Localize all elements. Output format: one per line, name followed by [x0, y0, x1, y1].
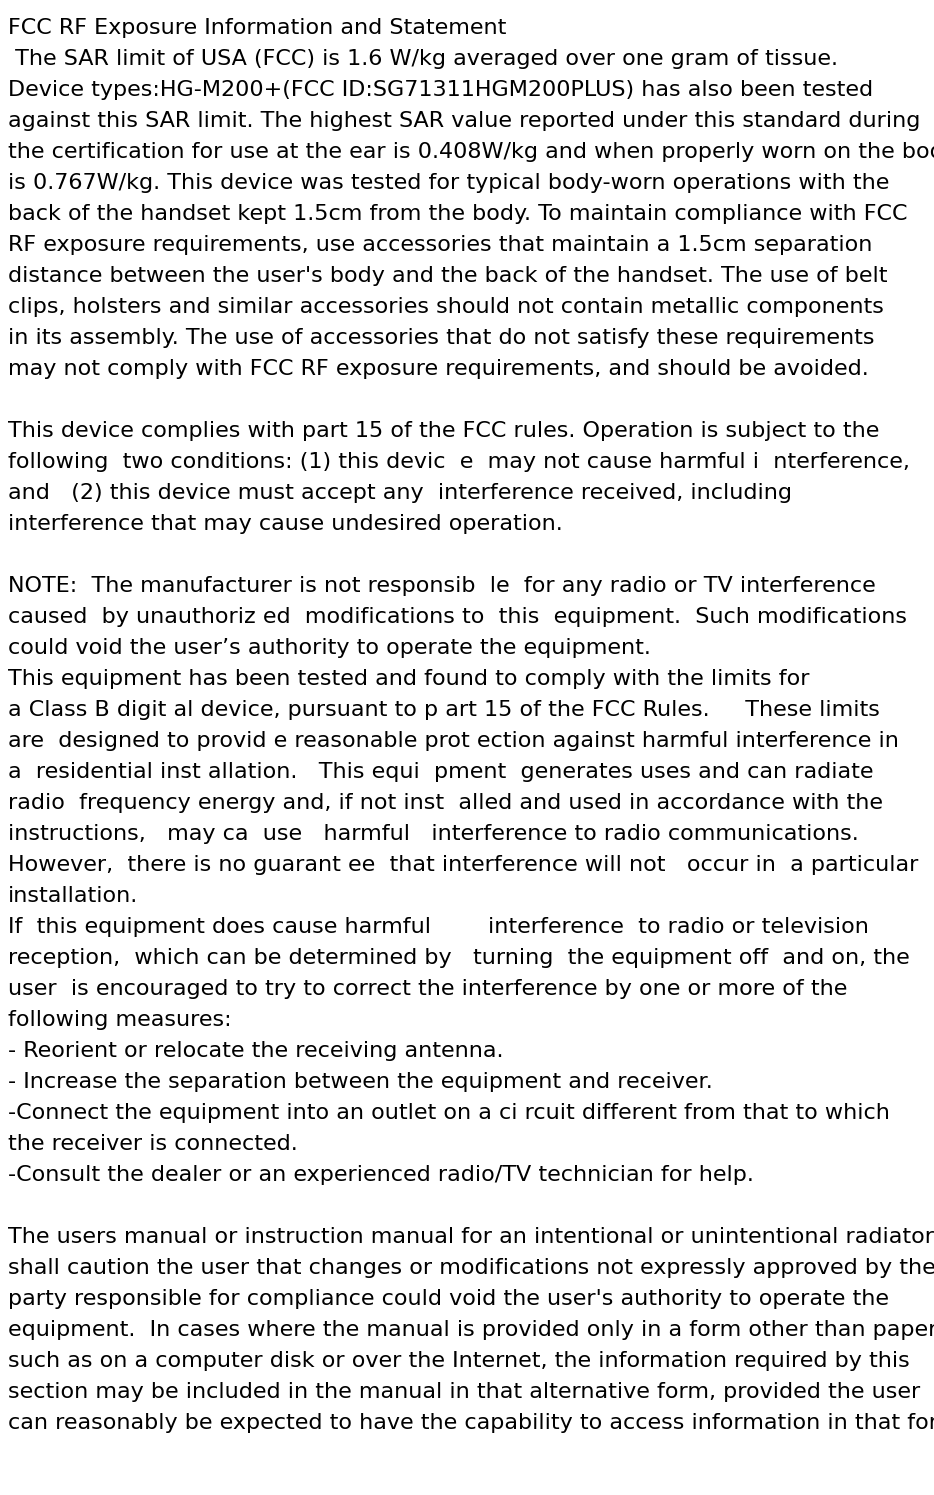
Text: This device complies with part 15 of the FCC rules. Operation is subject to the: This device complies with part 15 of the… [8, 422, 880, 441]
Text: could void the user’s authority to operate the equipment.: could void the user’s authority to opera… [8, 638, 651, 658]
Text: NOTE:  The manufacturer is not responsib  le  for any radio or TV interference: NOTE: The manufacturer is not responsib … [8, 576, 876, 597]
Text: section may be included in the manual in that alternative form, provided the use: section may be included in the manual in… [8, 1381, 920, 1402]
Text: following measures:: following measures: [8, 1011, 232, 1030]
Text: However,  there is no guarant ee  that interference will not   occur in  a parti: However, there is no guarant ee that int… [8, 855, 918, 875]
Text: radio  frequency energy and, if not inst  alled and used in accordance with the: radio frequency energy and, if not inst … [8, 792, 883, 813]
Text: The users manual or instruction manual for an intentional or unintentional radia: The users manual or instruction manual f… [8, 1227, 934, 1247]
Text: Device types:HG-M200+(FCC ID:SG71311HGM200PLUS) has also been tested: Device types:HG-M200+(FCC ID:SG71311HGM2… [8, 81, 873, 100]
Text: RF exposure requirements, use accessories that maintain a 1.5cm separation: RF exposure requirements, use accessorie… [8, 235, 872, 256]
Text: against this SAR limit. The highest SAR value reported under this standard durin: against this SAR limit. The highest SAR … [8, 111, 920, 132]
Text: back of the handset kept 1.5cm from the body. To maintain compliance with FCC: back of the handset kept 1.5cm from the … [8, 203, 908, 224]
Text: The SAR limit of USA (FCC) is 1.6 W/kg averaged over one gram of tissue.: The SAR limit of USA (FCC) is 1.6 W/kg a… [8, 49, 838, 69]
Text: and   (2) this device must accept any  interference received, including: and (2) this device must accept any inte… [8, 483, 792, 502]
Text: reception,  which can be determined by   turning  the equipment off  and on, the: reception, which can be determined by tu… [8, 948, 910, 967]
Text: the receiver is connected.: the receiver is connected. [8, 1135, 298, 1154]
Text: -Connect the equipment into an outlet on a ci rcuit different from that to which: -Connect the equipment into an outlet on… [8, 1103, 890, 1123]
Text: party responsible for compliance could void the user's authority to operate the: party responsible for compliance could v… [8, 1289, 889, 1310]
Text: clips, holsters and similar accessories should not contain metallic components: clips, holsters and similar accessories … [8, 298, 884, 317]
Text: - Reorient or relocate the receiving antenna.: - Reorient or relocate the receiving ant… [8, 1041, 503, 1061]
Text: If  this equipment does cause harmful        interference  to radio or televisio: If this equipment does cause harmful int… [8, 916, 869, 937]
Text: a  residential inst allation.   This equi  pment  generates uses and can radiate: a residential inst allation. This equi p… [8, 762, 873, 782]
Text: following  two conditions: (1) this devic  e  may not cause harmful i  nterferen: following two conditions: (1) this devic… [8, 451, 910, 472]
Text: - Increase the separation between the equipment and receiver.: - Increase the separation between the eq… [8, 1072, 713, 1091]
Text: in its assembly. The use of accessories that do not satisfy these requirements: in its assembly. The use of accessories … [8, 327, 874, 348]
Text: equipment.  In cases where the manual is provided only in a form other than pape: equipment. In cases where the manual is … [8, 1320, 934, 1340]
Text: is 0.767W/kg. This device was tested for typical body-worn operations with the: is 0.767W/kg. This device was tested for… [8, 173, 889, 193]
Text: the certification for use at the ear is 0.408W/kg and when properly worn on the : the certification for use at the ear is … [8, 142, 934, 161]
Text: a Class B digit al device, pursuant to p art 15 of the FCC Rules.     These limi: a Class B digit al device, pursuant to p… [8, 700, 880, 721]
Text: are  designed to provid e reasonable prot ection against harmful interference in: are designed to provid e reasonable prot… [8, 731, 899, 750]
Text: user  is encouraged to try to correct the interference by one or more of the: user is encouraged to try to correct the… [8, 979, 847, 999]
Text: instructions,   may ca  use   harmful   interference to radio communications.: instructions, may ca use harmful interfe… [8, 824, 858, 845]
Text: can reasonably be expected to have the capability to access information in that : can reasonably be expected to have the c… [8, 1413, 934, 1434]
Text: may not comply with FCC RF exposure requirements, and should be avoided.: may not comply with FCC RF exposure requ… [8, 359, 869, 380]
Text: -Consult the dealer or an experienced radio/TV technician for help.: -Consult the dealer or an experienced ra… [8, 1165, 754, 1186]
Text: installation.: installation. [8, 887, 138, 906]
Text: shall caution the user that changes or modifications not expressly approved by t: shall caution the user that changes or m… [8, 1257, 934, 1278]
Text: This equipment has been tested and found to comply with the limits for: This equipment has been tested and found… [8, 668, 810, 689]
Text: interference that may cause undesired operation.: interference that may cause undesired op… [8, 514, 563, 534]
Text: FCC RF Exposure Information and Statement: FCC RF Exposure Information and Statemen… [8, 18, 506, 37]
Text: caused  by unauthoriz ed  modifications to  this  equipment.  Such modifications: caused by unauthoriz ed modifications to… [8, 607, 907, 626]
Text: such as on a computer disk or over the Internet, the information required by thi: such as on a computer disk or over the I… [8, 1351, 910, 1371]
Text: distance between the user's body and the back of the handset. The use of belt: distance between the user's body and the… [8, 266, 887, 286]
